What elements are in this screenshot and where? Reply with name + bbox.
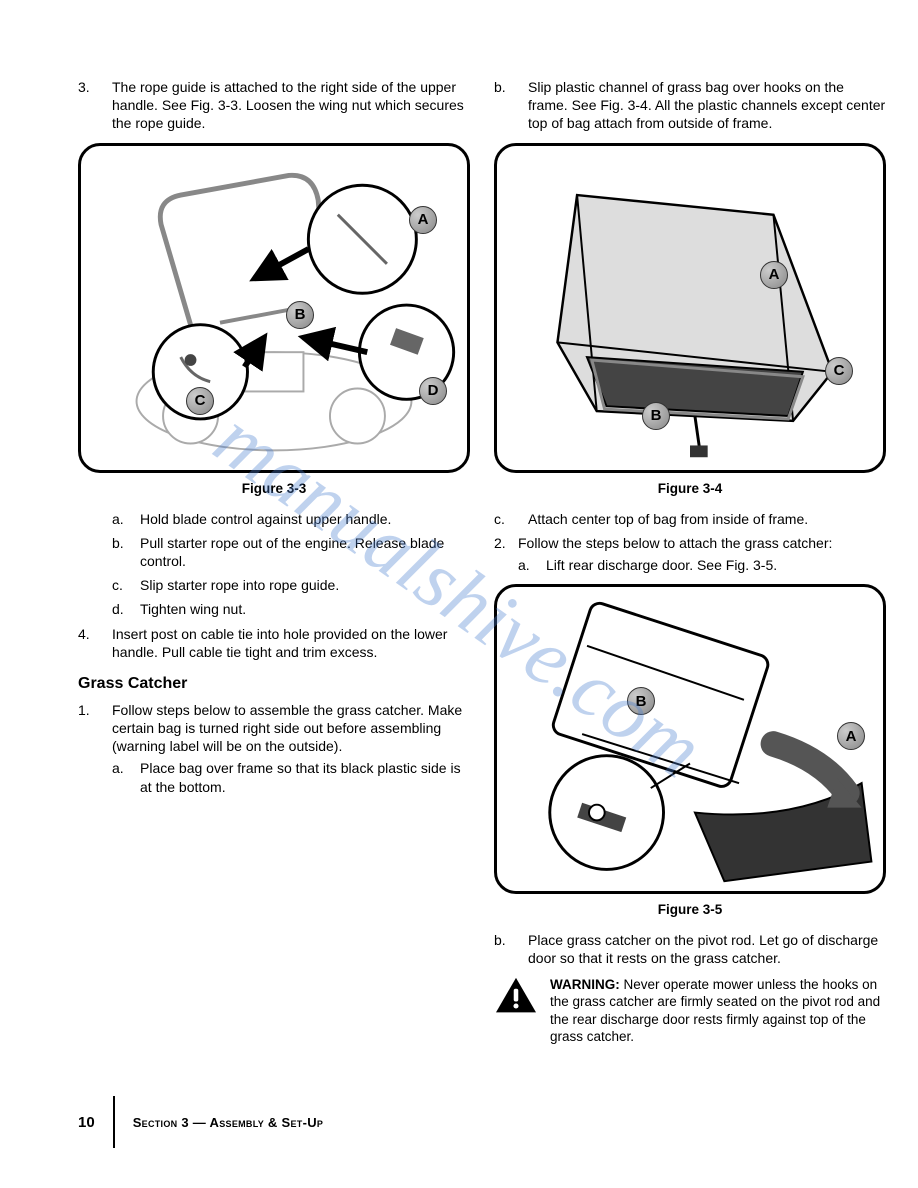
callout-c: C xyxy=(825,357,853,385)
warning-icon xyxy=(494,976,538,1016)
page-content: 3. The rope guide is attached to the rig… xyxy=(78,78,870,1046)
grass-catcher-heading: Grass Catcher xyxy=(78,675,470,693)
substep-text: Place grass catcher on the pivot rod. Le… xyxy=(528,931,886,967)
substep-b-top: b. Slip plastic channel of grass bag ove… xyxy=(494,78,886,133)
step-2-attach: 2. Follow the steps below to attach the … xyxy=(494,534,886,552)
substep-letter: c. xyxy=(494,510,528,528)
substep-2a: a. Lift rear discharge door. See Fig. 3-… xyxy=(518,556,886,574)
figure-3-4-caption: Figure 3-4 xyxy=(494,481,886,496)
substep-letter: a. xyxy=(518,556,546,574)
callout-b: B xyxy=(642,402,670,430)
callout-b: B xyxy=(286,301,314,329)
step-text: Insert post on cable tie into hole provi… xyxy=(112,625,470,661)
substep-text: Attach center top of bag from inside of … xyxy=(528,510,886,528)
callout-c: C xyxy=(186,387,214,415)
step-4: 4. Insert post on cable tie into hole pr… xyxy=(78,625,470,661)
callout-a: A xyxy=(760,261,788,289)
left-column: 3. The rope guide is attached to the rig… xyxy=(78,78,470,1046)
substep-3b: b. Pull starter rope out of the engine. … xyxy=(112,534,470,570)
callout-d: D xyxy=(419,377,447,405)
step-gc-1: 1. Follow steps below to assemble the gr… xyxy=(78,701,470,756)
warning-text-container: WARNING: Never operate mower unless the … xyxy=(550,976,886,1046)
substep-letter: b. xyxy=(494,931,528,967)
step-number: 4. xyxy=(78,625,112,661)
substep-letter: c. xyxy=(112,576,140,594)
figure-3-4: A B C xyxy=(494,143,886,473)
step-number: 1. xyxy=(78,701,112,756)
figure-3-4-illustration xyxy=(497,146,883,470)
substep-text: Slip starter rope into rope guide. xyxy=(140,576,470,594)
substep-text: Tighten wing nut. xyxy=(140,600,470,618)
substep-letter: a. xyxy=(112,510,140,528)
warning-block: WARNING: Never operate mower unless the … xyxy=(494,976,886,1046)
figure-3-5-caption: Figure 3-5 xyxy=(494,902,886,917)
substep-3c: c. Slip starter rope into rope guide. xyxy=(112,576,470,594)
figure-3-3-illustration xyxy=(81,146,467,470)
step-text: Follow the steps below to attach the gra… xyxy=(518,534,886,552)
footer-section-label: Section 3 — Assembly & Set-Up xyxy=(133,1115,324,1130)
figure-3-3: A B C D xyxy=(78,143,470,473)
figure-3-5-illustration xyxy=(497,587,883,891)
callout-b: B xyxy=(627,687,655,715)
figure-3-5: A B xyxy=(494,584,886,894)
callout-a: A xyxy=(409,206,437,234)
substep-letter: b. xyxy=(112,534,140,570)
step-text: Follow steps below to assemble the grass… xyxy=(112,701,470,756)
step-3: 3. The rope guide is attached to the rig… xyxy=(78,78,470,133)
page-footer: 10 Section 3 — Assembly & Set-Up xyxy=(78,1096,323,1148)
substep-letter: d. xyxy=(112,600,140,618)
step-text: The rope guide is attached to the right … xyxy=(112,78,470,133)
step-number: 2. xyxy=(494,534,518,552)
substep-text: Pull starter rope out of the engine. Rel… xyxy=(140,534,470,570)
substep-gc-1a: a. Place bag over frame so that its blac… xyxy=(112,759,470,795)
substep-text: Hold blade control against upper handle. xyxy=(140,510,470,528)
substep-text: Lift rear discharge door. See Fig. 3-5. xyxy=(546,556,886,574)
substep-text: Slip plastic channel of grass bag over h… xyxy=(528,78,886,133)
callout-a: A xyxy=(837,722,865,750)
warning-label: WARNING: xyxy=(550,977,620,992)
substep-letter: a. xyxy=(112,759,140,795)
footer-divider xyxy=(113,1096,115,1148)
figure-3-3-caption: Figure 3-3 xyxy=(78,481,470,496)
substep-3d: d. Tighten wing nut. xyxy=(112,600,470,618)
substep-text: Place bag over frame so that its black p… xyxy=(140,759,470,795)
substep-letter: b. xyxy=(494,78,528,133)
substep-2b: b. Place grass catcher on the pivot rod.… xyxy=(494,931,886,967)
step-number: 3. xyxy=(78,78,112,133)
substep-c: c. Attach center top of bag from inside … xyxy=(494,510,886,528)
substep-3a: a. Hold blade control against upper hand… xyxy=(112,510,470,528)
page-number: 10 xyxy=(78,1114,95,1131)
right-column: b. Slip plastic channel of grass bag ove… xyxy=(494,78,886,1046)
